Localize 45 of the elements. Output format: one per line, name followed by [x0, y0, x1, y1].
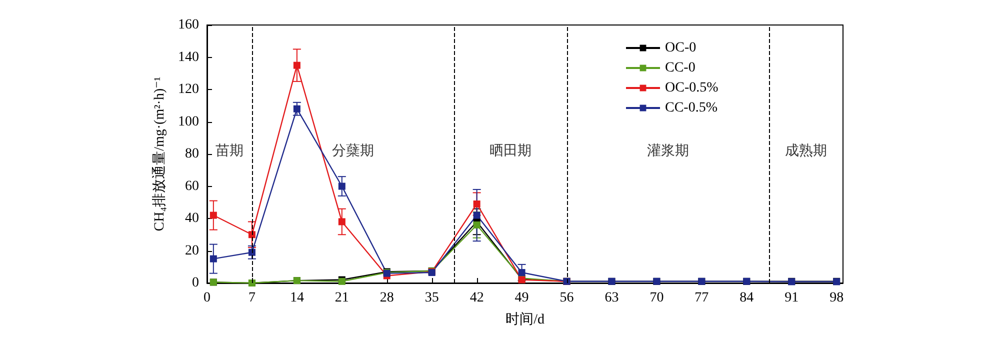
annotation: 苗期 [215, 142, 244, 159]
x-tick-label: 70 [650, 290, 664, 306]
x-tick-label: 21 [334, 290, 349, 306]
point [338, 218, 346, 226]
annotation: 成熟期 [785, 142, 828, 159]
x-tick-label: 49 [514, 290, 529, 306]
point [293, 62, 300, 69]
legend-label: CC-0.5% [665, 100, 718, 116]
point [473, 200, 480, 208]
y-tick-label: 140 [178, 50, 199, 65]
annotation: 分蘖期 [332, 142, 374, 159]
point [338, 182, 346, 190]
y-tick-label: 20 [185, 243, 199, 258]
x-tick-label: 35 [424, 290, 439, 306]
x-tick-label: 63 [604, 290, 619, 306]
legend-label: OC-0.5% [665, 80, 719, 96]
point [473, 221, 480, 228]
point [518, 269, 526, 276]
y-tick-label: 160 [178, 18, 199, 32]
x-tick-label: 28 [380, 290, 394, 306]
legend-label: CC-0 [665, 60, 696, 76]
annotation: 晒田期 [490, 142, 532, 159]
y-tick-label: 80 [185, 146, 199, 162]
x-tick-label: 42 [470, 290, 484, 306]
x-axis-title: 时间/d [506, 312, 544, 328]
point [210, 255, 217, 262]
x-tick-label: 14 [290, 290, 304, 306]
y-tick-label: 0 [192, 276, 199, 290]
point [210, 212, 217, 219]
x-tick-label: 91 [784, 290, 799, 306]
y-tick-label: 60 [185, 178, 199, 194]
y-tick-label: 100 [178, 114, 199, 130]
x-tick-label: 77 [694, 290, 709, 306]
y-axis-title: CH₄排放通量/mg·(m²·h)⁻¹ [152, 76, 168, 232]
x-tick-label: 84 [740, 290, 754, 306]
y-tick-label: 120 [178, 82, 199, 97]
point [473, 212, 480, 219]
x-tick-label: 98 [830, 290, 844, 306]
x-tick-label: 0 [204, 290, 210, 306]
x-tick-label: 7 [248, 290, 256, 306]
point [293, 105, 300, 112]
x-tick-label: 56 [560, 290, 574, 306]
y-tick-label: 40 [185, 211, 199, 226]
legend-label: OC-0 [665, 40, 696, 56]
annotation: 灌浆期 [646, 142, 689, 159]
